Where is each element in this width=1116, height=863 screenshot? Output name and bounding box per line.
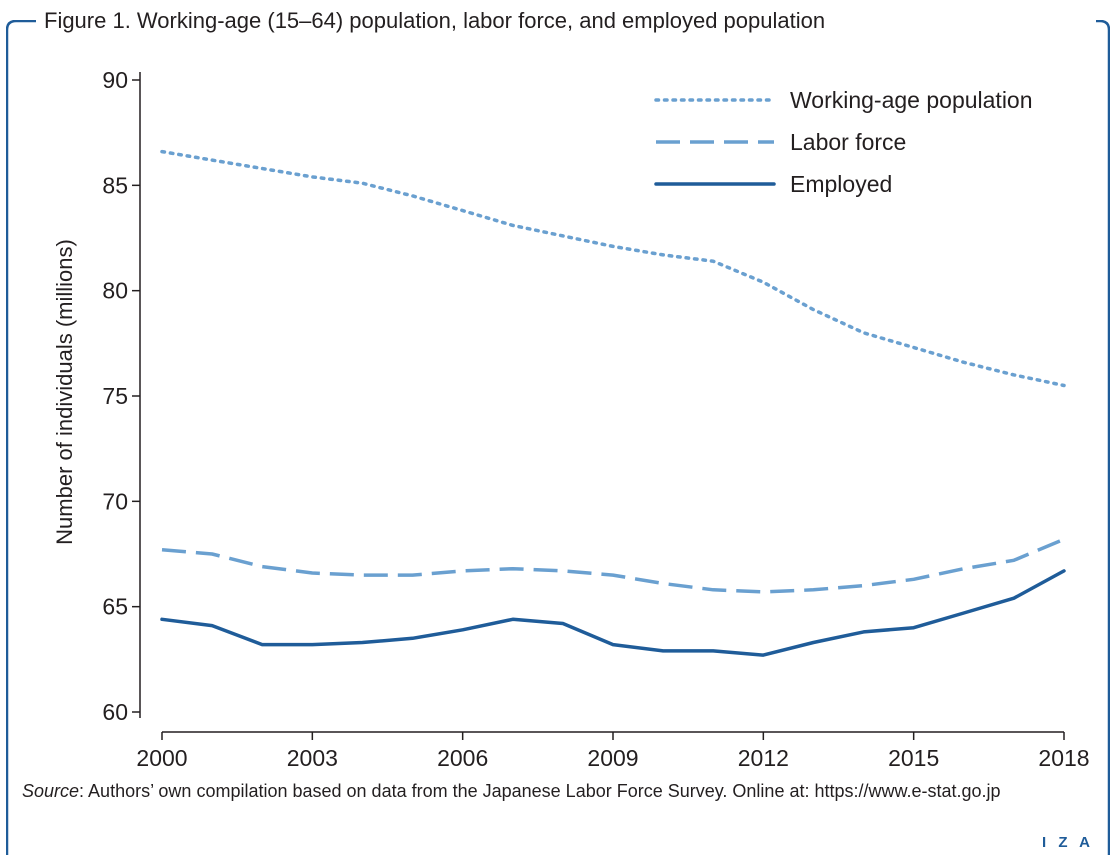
series-lines [160, 149, 1066, 657]
iza-logo: I Z A [1042, 834, 1094, 851]
y-tick-label-90: 90 [102, 67, 128, 93]
x-tick-label-2006: 2006 [437, 745, 488, 771]
y-tick-label-80: 80 [102, 278, 128, 304]
y-tick-label-85: 85 [102, 172, 128, 198]
series-line-employed [160, 569, 1066, 657]
legend-label-employed: Employed [790, 171, 892, 197]
line-chart: 60 65 70 75 80 85 90 2000 2003 2006 2009 2012 2015 20… [52, 67, 1090, 771]
series-line-labor-force [161, 537, 1065, 594]
x-tick-label-2018: 2018 [1038, 745, 1089, 771]
source-label: Source [22, 781, 80, 801]
figure-frame [5, 19, 1111, 856]
figure-title: Figure 1. Working-age (15–64) population… [40, 6, 834, 36]
source-note: Source: Authors’ own compilation based o… [22, 778, 1082, 804]
y-tick-label-60: 60 [102, 699, 128, 725]
legend-label-labor-force: Labor force [790, 129, 906, 155]
x-tick-label-2015: 2015 [888, 745, 939, 771]
x-tick-label-2012: 2012 [738, 745, 789, 771]
x-tick-label-2009: 2009 [587, 745, 638, 771]
x-tick-label-2003: 2003 [287, 745, 338, 771]
legend: Working-age population Labor force Employe… [654, 87, 1033, 197]
legend-label-working-age-population: Working-age population [790, 87, 1033, 113]
series-line-working-age-population [160, 149, 1066, 388]
axes: 60 65 70 75 80 85 90 2000 2003 2006 2009 2012 2015 20… [102, 67, 1089, 771]
y-tick-label-65: 65 [102, 594, 128, 620]
frame-border [5, 19, 1111, 855]
y-tick-label-75: 75 [102, 383, 128, 409]
source-text: : Authors’ own compilation based on data… [79, 781, 1001, 801]
y-tick-label-70: 70 [102, 488, 128, 514]
y-axis-label: Number of individuals (millions) [52, 239, 77, 545]
x-tick-label-2000: 2000 [136, 745, 187, 771]
